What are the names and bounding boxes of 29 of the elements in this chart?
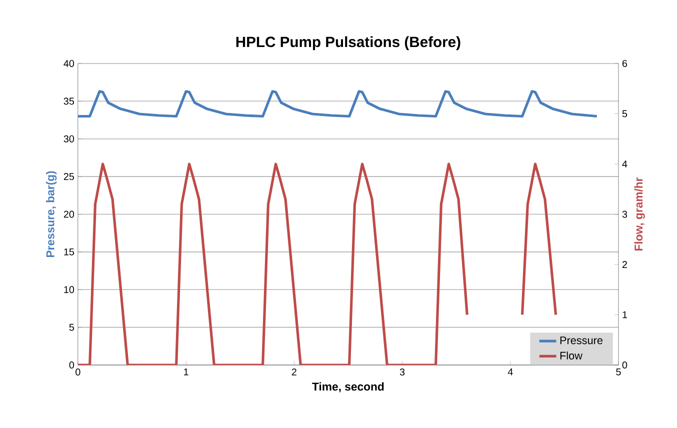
y-tick-label: 20 bbox=[64, 210, 74, 218]
y2-axis-title: Flow, gram/hr bbox=[634, 177, 645, 250]
y2-tick-label: 5 bbox=[622, 110, 628, 117]
x-tick-label: 1 bbox=[184, 368, 188, 376]
y-tick-label: 25 bbox=[64, 172, 74, 180]
y2-tick-label: 0 bbox=[622, 361, 628, 368]
y-tick-label: 5 bbox=[69, 324, 74, 331]
y2-tick-label: 4 bbox=[622, 160, 628, 168]
y-tick-label: 40 bbox=[64, 60, 74, 67]
x-tick-label: 3 bbox=[400, 368, 405, 376]
y-tick-label: 10 bbox=[64, 286, 74, 293]
x-tick-label: 2 bbox=[292, 368, 296, 376]
y2-tick-label: 3 bbox=[622, 210, 628, 218]
x-tick-label: 5 bbox=[616, 368, 621, 376]
chart-title: HPLC Pump Pulsations (Before) bbox=[236, 36, 460, 50]
x-tick-label: 4 bbox=[508, 368, 513, 376]
y-tick-label: 0 bbox=[69, 361, 74, 368]
x-tick-label: 0 bbox=[76, 368, 80, 376]
y-tick-label: 30 bbox=[64, 135, 74, 142]
y2-tick-label: 2 bbox=[622, 260, 627, 268]
y-axis-title: Pressure, bar(g) bbox=[46, 171, 57, 257]
y-tick-label: 15 bbox=[64, 248, 74, 256]
y-tick-label: 35 bbox=[64, 97, 74, 104]
legend-label: Flow bbox=[560, 351, 582, 360]
legend-label: Pressure bbox=[560, 336, 603, 344]
line-series bbox=[78, 90, 598, 118]
y2-tick-label: 6 bbox=[622, 60, 628, 67]
x-axis-title: Time, second bbox=[312, 382, 384, 392]
y2-tick-label: 1 bbox=[622, 311, 627, 318]
